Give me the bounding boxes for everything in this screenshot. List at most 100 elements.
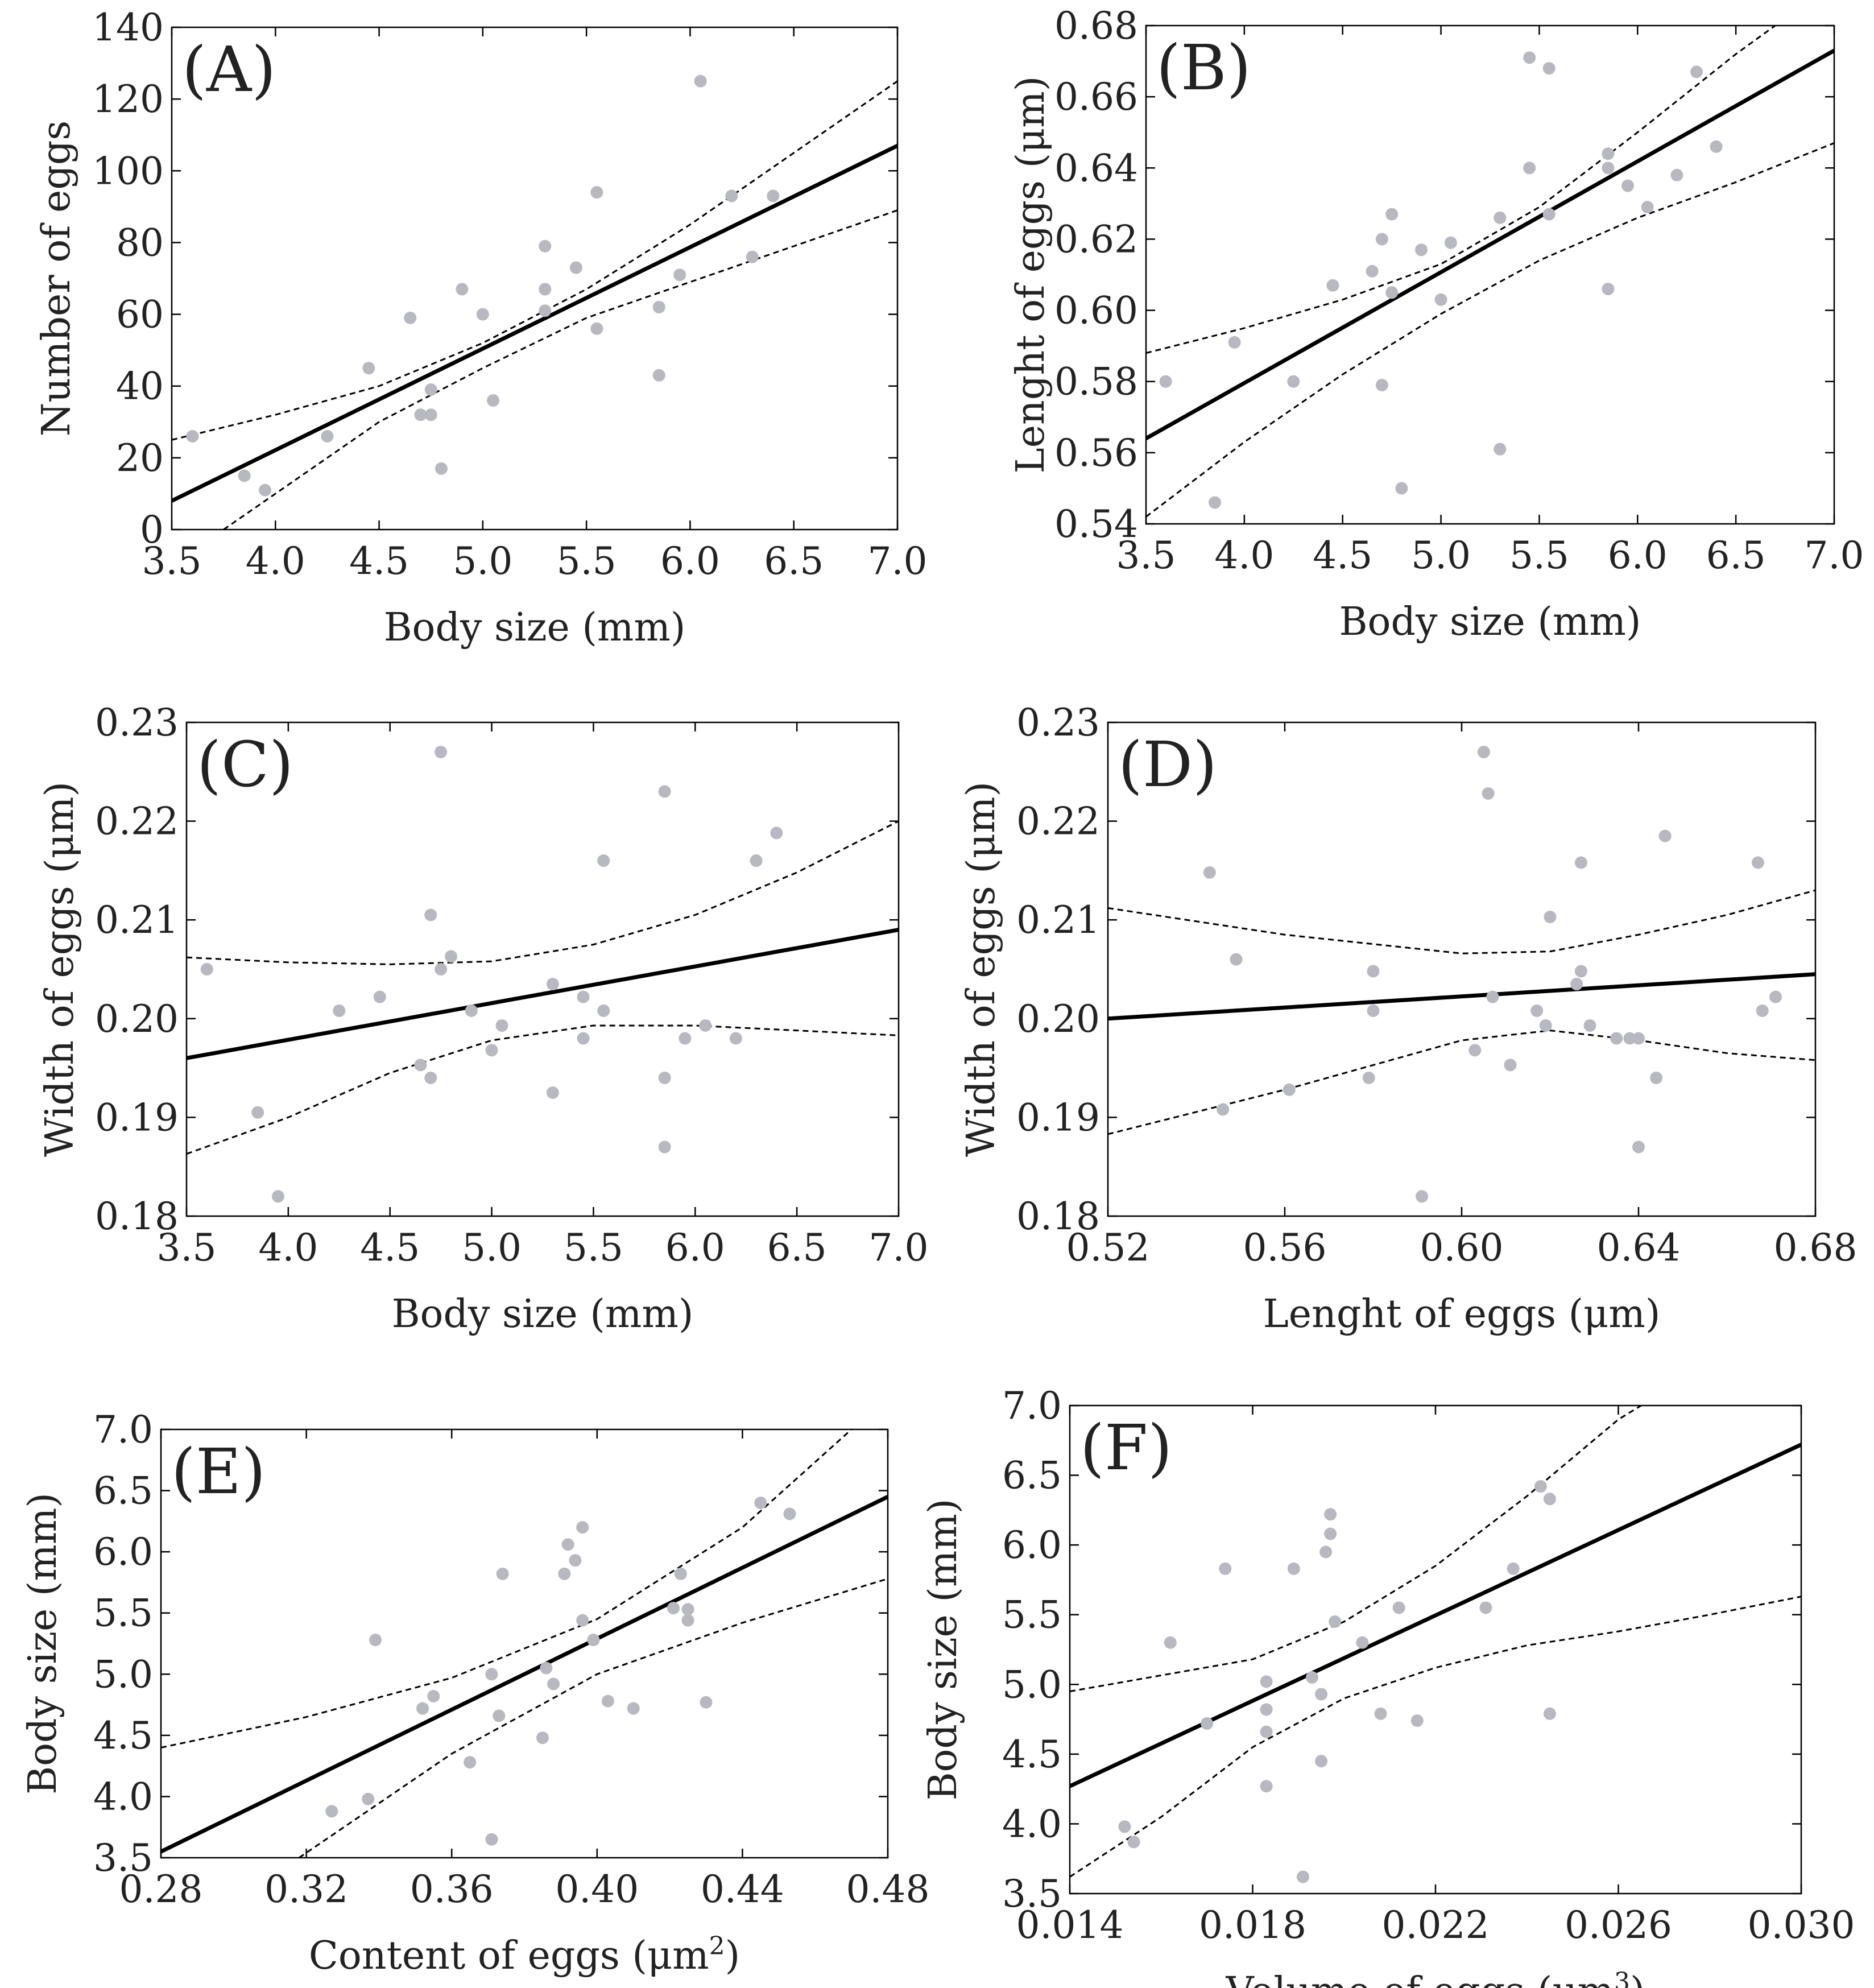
data-point: [1367, 965, 1380, 978]
panel-label: (B): [1156, 31, 1251, 104]
x-tick-label: 5.0: [1411, 534, 1471, 577]
data-point: [464, 1756, 477, 1769]
x-axis-label: Body size (mm): [1339, 600, 1641, 644]
x-tick-label: 7.0: [869, 1226, 929, 1270]
y-tick-label: 0.21: [1016, 898, 1100, 942]
data-point: [658, 785, 671, 798]
y-axis-label: Number of eggs: [34, 121, 79, 437]
x-tick-label: 6.5: [767, 1226, 827, 1270]
y-tick-label: 0.22: [1016, 800, 1100, 844]
data-point: [1542, 208, 1556, 221]
data-point: [681, 1603, 694, 1616]
plot-area: [1108, 746, 1815, 1203]
data-point: [1632, 1140, 1645, 1154]
data-point: [750, 854, 763, 867]
data-point: [1219, 1562, 1232, 1575]
y-tick-label: 0.62: [1054, 217, 1138, 261]
data-point: [1486, 990, 1499, 1003]
data-point: [587, 1634, 600, 1647]
x-tick-label: 3.5: [157, 1226, 217, 1270]
data-point: [1201, 1717, 1214, 1730]
data-point: [1416, 1190, 1429, 1203]
data-point: [569, 1554, 582, 1567]
plot-area: [1146, 26, 1834, 518]
data-point: [1329, 1615, 1342, 1628]
data-point: [1507, 1562, 1520, 1575]
data-point: [435, 963, 448, 976]
data-point: [1539, 1019, 1552, 1032]
y-axis-label: Width of eggs (μm): [959, 782, 1004, 1157]
data-point: [694, 75, 707, 88]
panel-a: 3.5 4.0 4.5 5.0 5.5 6.0 6.5 7.0 0 20 40 60 80 100 120 1…: [34, 6, 927, 650]
x-tick-label: 3.5: [1116, 534, 1176, 577]
plot-area: [161, 1429, 888, 1858]
data-point: [1319, 1545, 1333, 1559]
data-point: [1395, 482, 1408, 495]
x-tick-label: 0.36: [410, 1867, 494, 1911]
y-axis-label: Body size (mm): [921, 1499, 966, 1801]
data-point: [1283, 1083, 1296, 1096]
data-point: [404, 311, 417, 324]
data-point: [729, 1032, 742, 1045]
x-tick-label: 4.5: [349, 539, 409, 583]
data-point: [1542, 62, 1556, 75]
data-point: [1468, 1044, 1482, 1057]
data-point: [333, 1004, 346, 1017]
data-point: [1287, 1562, 1300, 1575]
y-tick-label: 0.20: [95, 997, 179, 1041]
data-point: [536, 1731, 549, 1745]
x-tick-label: 3.5: [142, 539, 202, 583]
data-point: [485, 1668, 498, 1681]
data-point: [1385, 286, 1399, 299]
data-point: [546, 978, 559, 991]
data-point: [414, 408, 427, 421]
y-tick-label: 7.0: [93, 1408, 153, 1452]
data-point: [1260, 1725, 1273, 1738]
data-point: [424, 383, 437, 396]
data-point: [1410, 1714, 1424, 1727]
y-tick-label: 5.0: [1002, 1663, 1062, 1706]
data-point: [186, 430, 199, 443]
x-tick-label: 0.64: [1597, 1226, 1681, 1270]
data-point: [679, 1032, 692, 1045]
y-tick-label: 4.0: [93, 1775, 153, 1818]
data-point: [1434, 293, 1447, 306]
data-point: [652, 369, 665, 382]
data-point: [1658, 829, 1672, 842]
data-point: [1230, 953, 1243, 966]
x-tick-label: 5.5: [1509, 534, 1569, 577]
y-tick-label: 0.20: [1016, 997, 1100, 1041]
data-point: [1217, 1103, 1230, 1116]
data-point: [699, 1019, 712, 1032]
data-point: [1385, 208, 1399, 221]
data-point: [1543, 1493, 1556, 1506]
x-tick-label: 0.56: [1243, 1226, 1327, 1270]
x-tick-label: 0.026: [1565, 1903, 1672, 1947]
data-point: [1534, 1480, 1547, 1493]
ci-lower-line: [187, 1024, 899, 1155]
data-point: [1610, 1032, 1623, 1045]
y-tick-label: 7.0: [1002, 1384, 1062, 1428]
regression-line: [1070, 1443, 1801, 1788]
data-point: [1296, 1870, 1309, 1883]
data-point: [561, 1538, 574, 1551]
ci-lower-line: [298, 1578, 888, 1858]
data-point: [1118, 1820, 1131, 1833]
data-point: [1287, 375, 1300, 388]
y-tick-label: 0.56: [1054, 431, 1138, 475]
plot-frame: [160, 1428, 889, 1859]
data-point: [577, 990, 590, 1003]
x-tick-label: 4.0: [246, 539, 305, 583]
data-point: [424, 1071, 437, 1084]
data-point: [1260, 1675, 1273, 1688]
data-point: [1415, 243, 1428, 257]
data-point: [597, 1004, 610, 1017]
data-point: [373, 990, 386, 1003]
x-tick-label: 0.60: [1420, 1226, 1504, 1270]
x-tick-label: 0.68: [1774, 1226, 1858, 1270]
y-tick-label: 0.64: [1054, 146, 1138, 190]
data-point: [754, 1497, 767, 1510]
data-point: [1570, 978, 1583, 991]
y-tick-label: 5.0: [93, 1652, 153, 1696]
